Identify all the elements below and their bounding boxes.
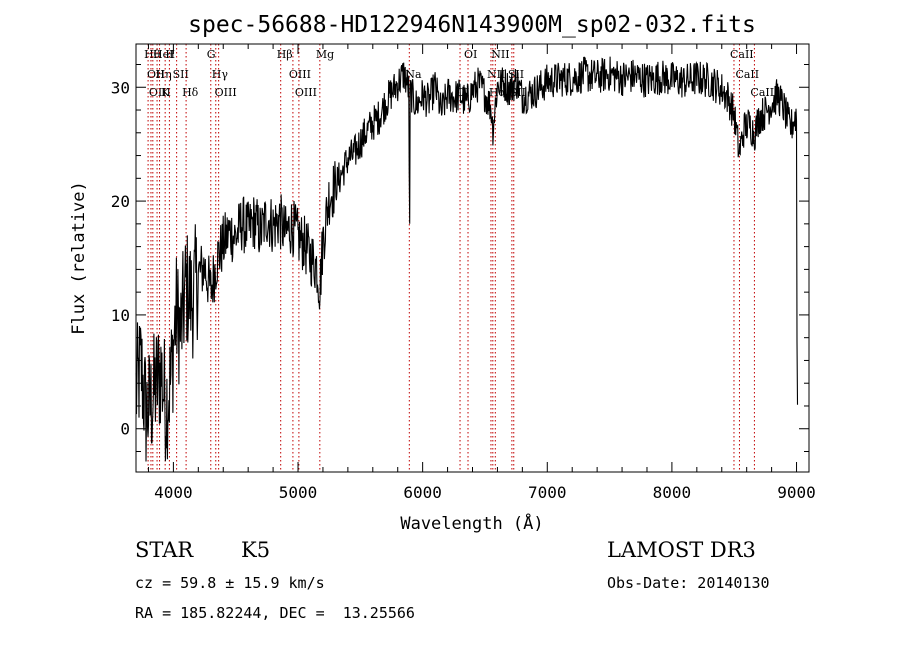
redshift-velocity: cz = 59.8 ± 15.9 km/s xyxy=(135,574,325,592)
spectral-line-label: Na xyxy=(405,68,422,81)
spectral-line-label: Hβ xyxy=(277,48,293,61)
axis-ticks xyxy=(136,44,809,472)
spectral-line-label: HeI xyxy=(153,48,173,61)
chart-title: spec-56688-HD122946N143900M_sp02-032.fit… xyxy=(188,12,756,38)
spectral-line-markers: HθOIIOIIIHeIHηKHSIIHδGHγOIIIHβOIIIOIIIMg… xyxy=(144,44,774,472)
spectral-line-label: OII xyxy=(147,68,165,81)
object-class: STAR xyxy=(135,538,194,562)
spectrum-line xyxy=(135,56,799,462)
y-axis-label: Flux (relative) xyxy=(69,181,89,335)
spectral-line-label: NII xyxy=(491,48,509,61)
spectral-line-label: Mg xyxy=(316,48,334,61)
spectral-line-label: H xyxy=(165,48,175,61)
spectrum-chart: spec-56688-HD122946N143900M_sp02-032.fit… xyxy=(69,12,816,534)
y-tick-label: 0 xyxy=(120,420,130,439)
spectral-line-label: OIII xyxy=(289,68,311,81)
y-tick-label: 10 xyxy=(111,306,130,325)
spectral-line-label: OIII xyxy=(295,86,317,99)
spectral-line-label: CaII xyxy=(735,68,759,81)
y-tick-label: 30 xyxy=(111,78,130,97)
spectral-line-label: Hθ xyxy=(144,48,161,61)
plot-frame xyxy=(135,43,810,473)
axis-tick-labels: 4000 5000 6000 7000 8000 9000 0 10 20 30 xyxy=(111,78,816,502)
spectral-line-label: SII xyxy=(173,68,189,81)
x-tick-label: 5000 xyxy=(279,483,318,502)
spectral-line-label: CaII xyxy=(730,48,754,61)
spectral-line-label: CaII xyxy=(750,86,774,99)
spectral-line-label: Hη xyxy=(156,68,172,81)
y-tick-label: 20 xyxy=(111,192,130,211)
object-subclass: K5 xyxy=(241,538,271,562)
survey-name: LAMOST DR3 xyxy=(607,538,756,562)
spectral-line-label: Hδ xyxy=(182,86,199,99)
x-tick-label: 8000 xyxy=(653,483,692,502)
x-tick-label: 9000 xyxy=(777,483,816,502)
x-axis-label: Wavelength (Å) xyxy=(400,512,543,534)
spectral-line-label: OIII xyxy=(215,86,237,99)
x-tick-label: 7000 xyxy=(528,483,567,502)
spectral-line-label: Hγ xyxy=(212,68,229,81)
spectral-line-label: G xyxy=(207,48,216,61)
spectral-line-label: K xyxy=(161,86,170,99)
observation-date: Obs-Date: 20140130 xyxy=(607,574,770,592)
x-tick-label: 6000 xyxy=(403,483,442,502)
spectral-line-label: OI xyxy=(464,48,477,61)
x-tick-label: 4000 xyxy=(154,483,193,502)
sky-coordinates: RA = 185.82244, DEC = 13.25566 xyxy=(135,604,415,622)
